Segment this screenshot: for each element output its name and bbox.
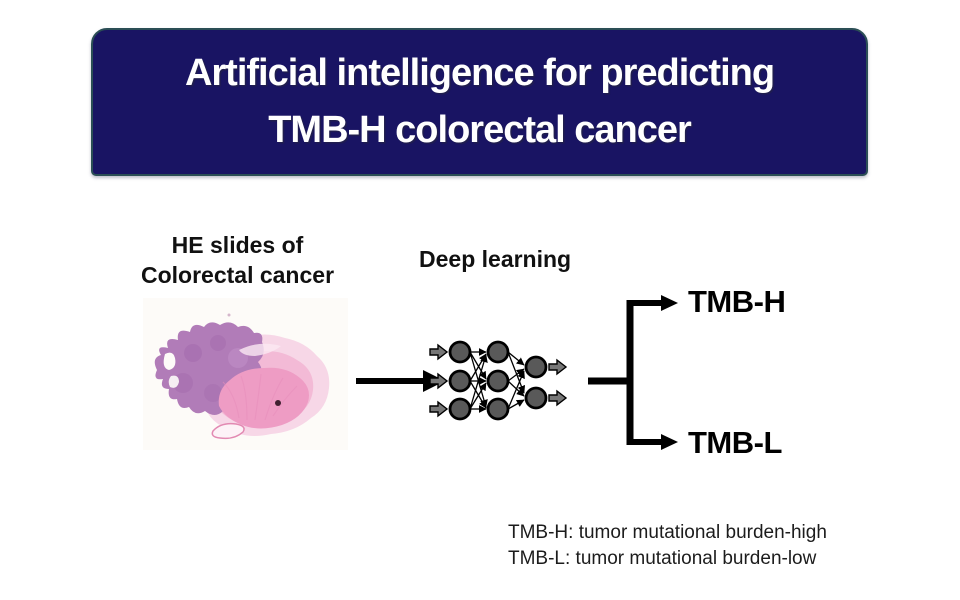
branch-arrow-high <box>661 295 678 311</box>
network-nodes <box>448 340 548 421</box>
branch-connector <box>588 295 678 450</box>
input-label: HE slides of Colorectal cancer <box>120 230 355 290</box>
branch-arrow-low <box>661 434 678 450</box>
output-arrow-icons <box>548 358 568 407</box>
title-banner: Artificial intelligence for predicting T… <box>91 28 868 176</box>
output-label-tmb-h: TMB-H <box>688 284 786 319</box>
he-slide-image <box>143 298 348 450</box>
model-label: Deep learning <box>419 246 572 272</box>
footnote-tmb-h: TMB-H: tumor mutational burden-high <box>508 522 827 543</box>
input-label-line-2: Colorectal cancer <box>140 262 335 288</box>
title-line-2: TMB-H colorectal cancer <box>268 109 692 151</box>
footnotes: TMB-H: tumor mutational burden-high TMB-… <box>508 520 827 572</box>
neural-network-diagram <box>429 340 568 421</box>
input-label-line-1: HE slides of <box>171 232 304 258</box>
footnote-tmb-l: TMB-L: tumor mutational burden-low <box>508 548 817 569</box>
tissue-fragment <box>211 422 245 440</box>
title-line-1: Artificial intelligence for predicting <box>184 52 775 94</box>
dark-spot <box>275 400 281 406</box>
tissue-section <box>154 313 330 440</box>
input-arrow-icons <box>429 343 449 418</box>
network-connections <box>469 348 526 413</box>
output-label-tmb-l: TMB-L <box>688 425 782 460</box>
